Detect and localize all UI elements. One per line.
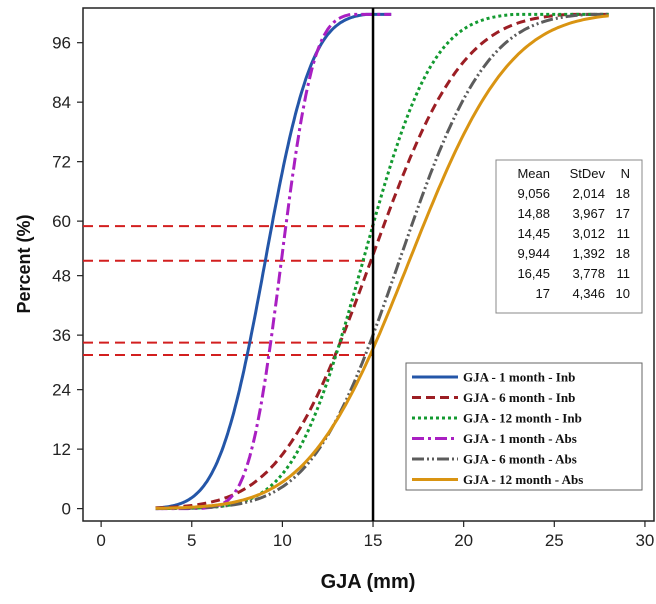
legend-label-2: GJA - 6 month - Inb xyxy=(463,390,575,405)
stats-cell-6-1: 17 xyxy=(536,286,550,301)
y-tick-label-24: 24 xyxy=(52,381,71,400)
stats-header-stdev: StDev xyxy=(570,166,606,181)
legend-label-3: GJA - 12 month - Inb xyxy=(463,411,582,426)
stats-cell-4-1: 9,944 xyxy=(517,246,550,261)
stats-cell-4-2: 1,392 xyxy=(572,246,605,261)
y-tick-label-84: 84 xyxy=(52,93,71,112)
series-line-6 xyxy=(155,14,609,510)
legend-box xyxy=(405,362,643,491)
stats-cell-6-2: 4,346 xyxy=(572,286,605,301)
legend-label-6: GJA - 12 month - Abs xyxy=(463,472,583,487)
y-tick-label-60: 60 xyxy=(52,212,71,231)
y-tick-label-72: 72 xyxy=(52,153,71,172)
y-tick-label-48: 48 xyxy=(52,267,71,286)
stats-cell-1-1: 9,056 xyxy=(517,186,550,201)
stats-header-n: N xyxy=(621,166,630,181)
series-line-5 xyxy=(155,12,609,510)
y-tick-label-0: 0 xyxy=(62,500,71,519)
x-tick-label-15: 15 xyxy=(364,531,383,550)
legend-label-1: GJA - 1 month - Inb xyxy=(463,370,575,385)
x-axis-title: GJA (mm) xyxy=(321,571,416,593)
stats-header-mean: Mean xyxy=(517,166,550,181)
stats-table: Mean StDev N 9,056 2,014 18 14,88 3,967 17 14,45 3… xyxy=(495,159,643,314)
stats-cell-3-1: 14,45 xyxy=(517,226,550,241)
stats-cell-2-3: 17 xyxy=(616,206,630,221)
x-tick-label-25: 25 xyxy=(545,531,564,550)
reference-lines xyxy=(83,225,374,356)
stats-cell-3-3: 11 xyxy=(617,226,631,241)
stats-cell-1-2: 2,014 xyxy=(572,186,605,201)
x-tick-label-0: 0 xyxy=(96,531,105,550)
x-tick-label-10: 10 xyxy=(273,531,292,550)
stats-cell-4-3: 18 xyxy=(616,246,630,261)
stats-cell-5-3: 11 xyxy=(617,266,631,281)
stats-cell-5-1: 16,45 xyxy=(517,266,550,281)
series-line-1 xyxy=(155,12,392,510)
stats-cell-6-3: 10 xyxy=(616,286,630,301)
y-tick-label-36: 36 xyxy=(52,326,71,345)
stats-cell-5-2: 3,778 xyxy=(572,266,605,281)
legend: GJA - 1 month - Inb GJA - 6 month - Inb GJ… xyxy=(405,362,643,491)
y-tick-label-12: 12 xyxy=(52,440,71,459)
series-layer xyxy=(155,12,609,511)
x-tick-label-5: 5 xyxy=(187,531,196,550)
stats-cell-1-3: 18 xyxy=(616,186,630,201)
stats-table-box xyxy=(495,159,643,314)
x-tick-label-30: 30 xyxy=(635,531,654,550)
stats-cell-3-2: 3,012 xyxy=(572,226,605,241)
stats-cell-2-2: 3,967 xyxy=(572,206,605,221)
stats-cell-2-1: 14,88 xyxy=(517,206,550,221)
legend-label-5: GJA - 6 month - Abs xyxy=(463,452,577,467)
x-tick-label-20: 20 xyxy=(454,531,473,550)
y-tick-label-96: 96 xyxy=(52,34,71,53)
axis-ticks: 0 5 10 15 20 25 30 0 12 24 36 48 60 72 84 96 xyxy=(52,34,654,550)
y-axis-title: Percent (%) xyxy=(14,214,34,313)
legend-label-4: GJA - 1 month - Abs xyxy=(463,431,577,446)
